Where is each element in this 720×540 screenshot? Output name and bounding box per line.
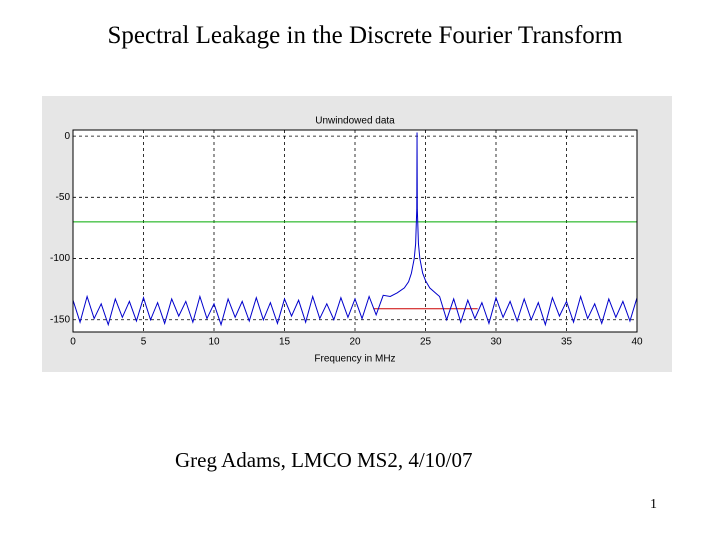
y-tick-label: -150 <box>50 314 70 325</box>
author: Greg Adams, LMCO MS2, 4/10/07 <box>175 448 473 472</box>
x-tick-label: 15 <box>279 337 291 348</box>
spectrum-line <box>73 132 637 327</box>
x-tick-label: 10 <box>208 337 220 348</box>
x-tick-label: 20 <box>349 337 361 348</box>
x-tick-label: 40 <box>631 337 643 348</box>
x-axis-label: Frequency in MHz <box>314 354 395 365</box>
x-tick-label: 35 <box>561 337 573 348</box>
y-tick-label: -50 <box>56 192 71 203</box>
plot-frame <box>72 129 638 333</box>
x-tick-label: 5 <box>141 337 147 348</box>
x-tick-label: 25 <box>420 337 432 348</box>
slide-title: Spectral Leakage in the Discrete Fourier… <box>107 22 623 49</box>
page-number: 1 <box>650 497 657 512</box>
x-tick-label: 0 <box>70 337 76 348</box>
chart-title: Unwindowed data <box>315 116 395 127</box>
y-tick-label: -100 <box>50 253 70 264</box>
y-tick-label: 0 <box>64 131 70 142</box>
x-tick-label: 30 <box>490 337 502 348</box>
